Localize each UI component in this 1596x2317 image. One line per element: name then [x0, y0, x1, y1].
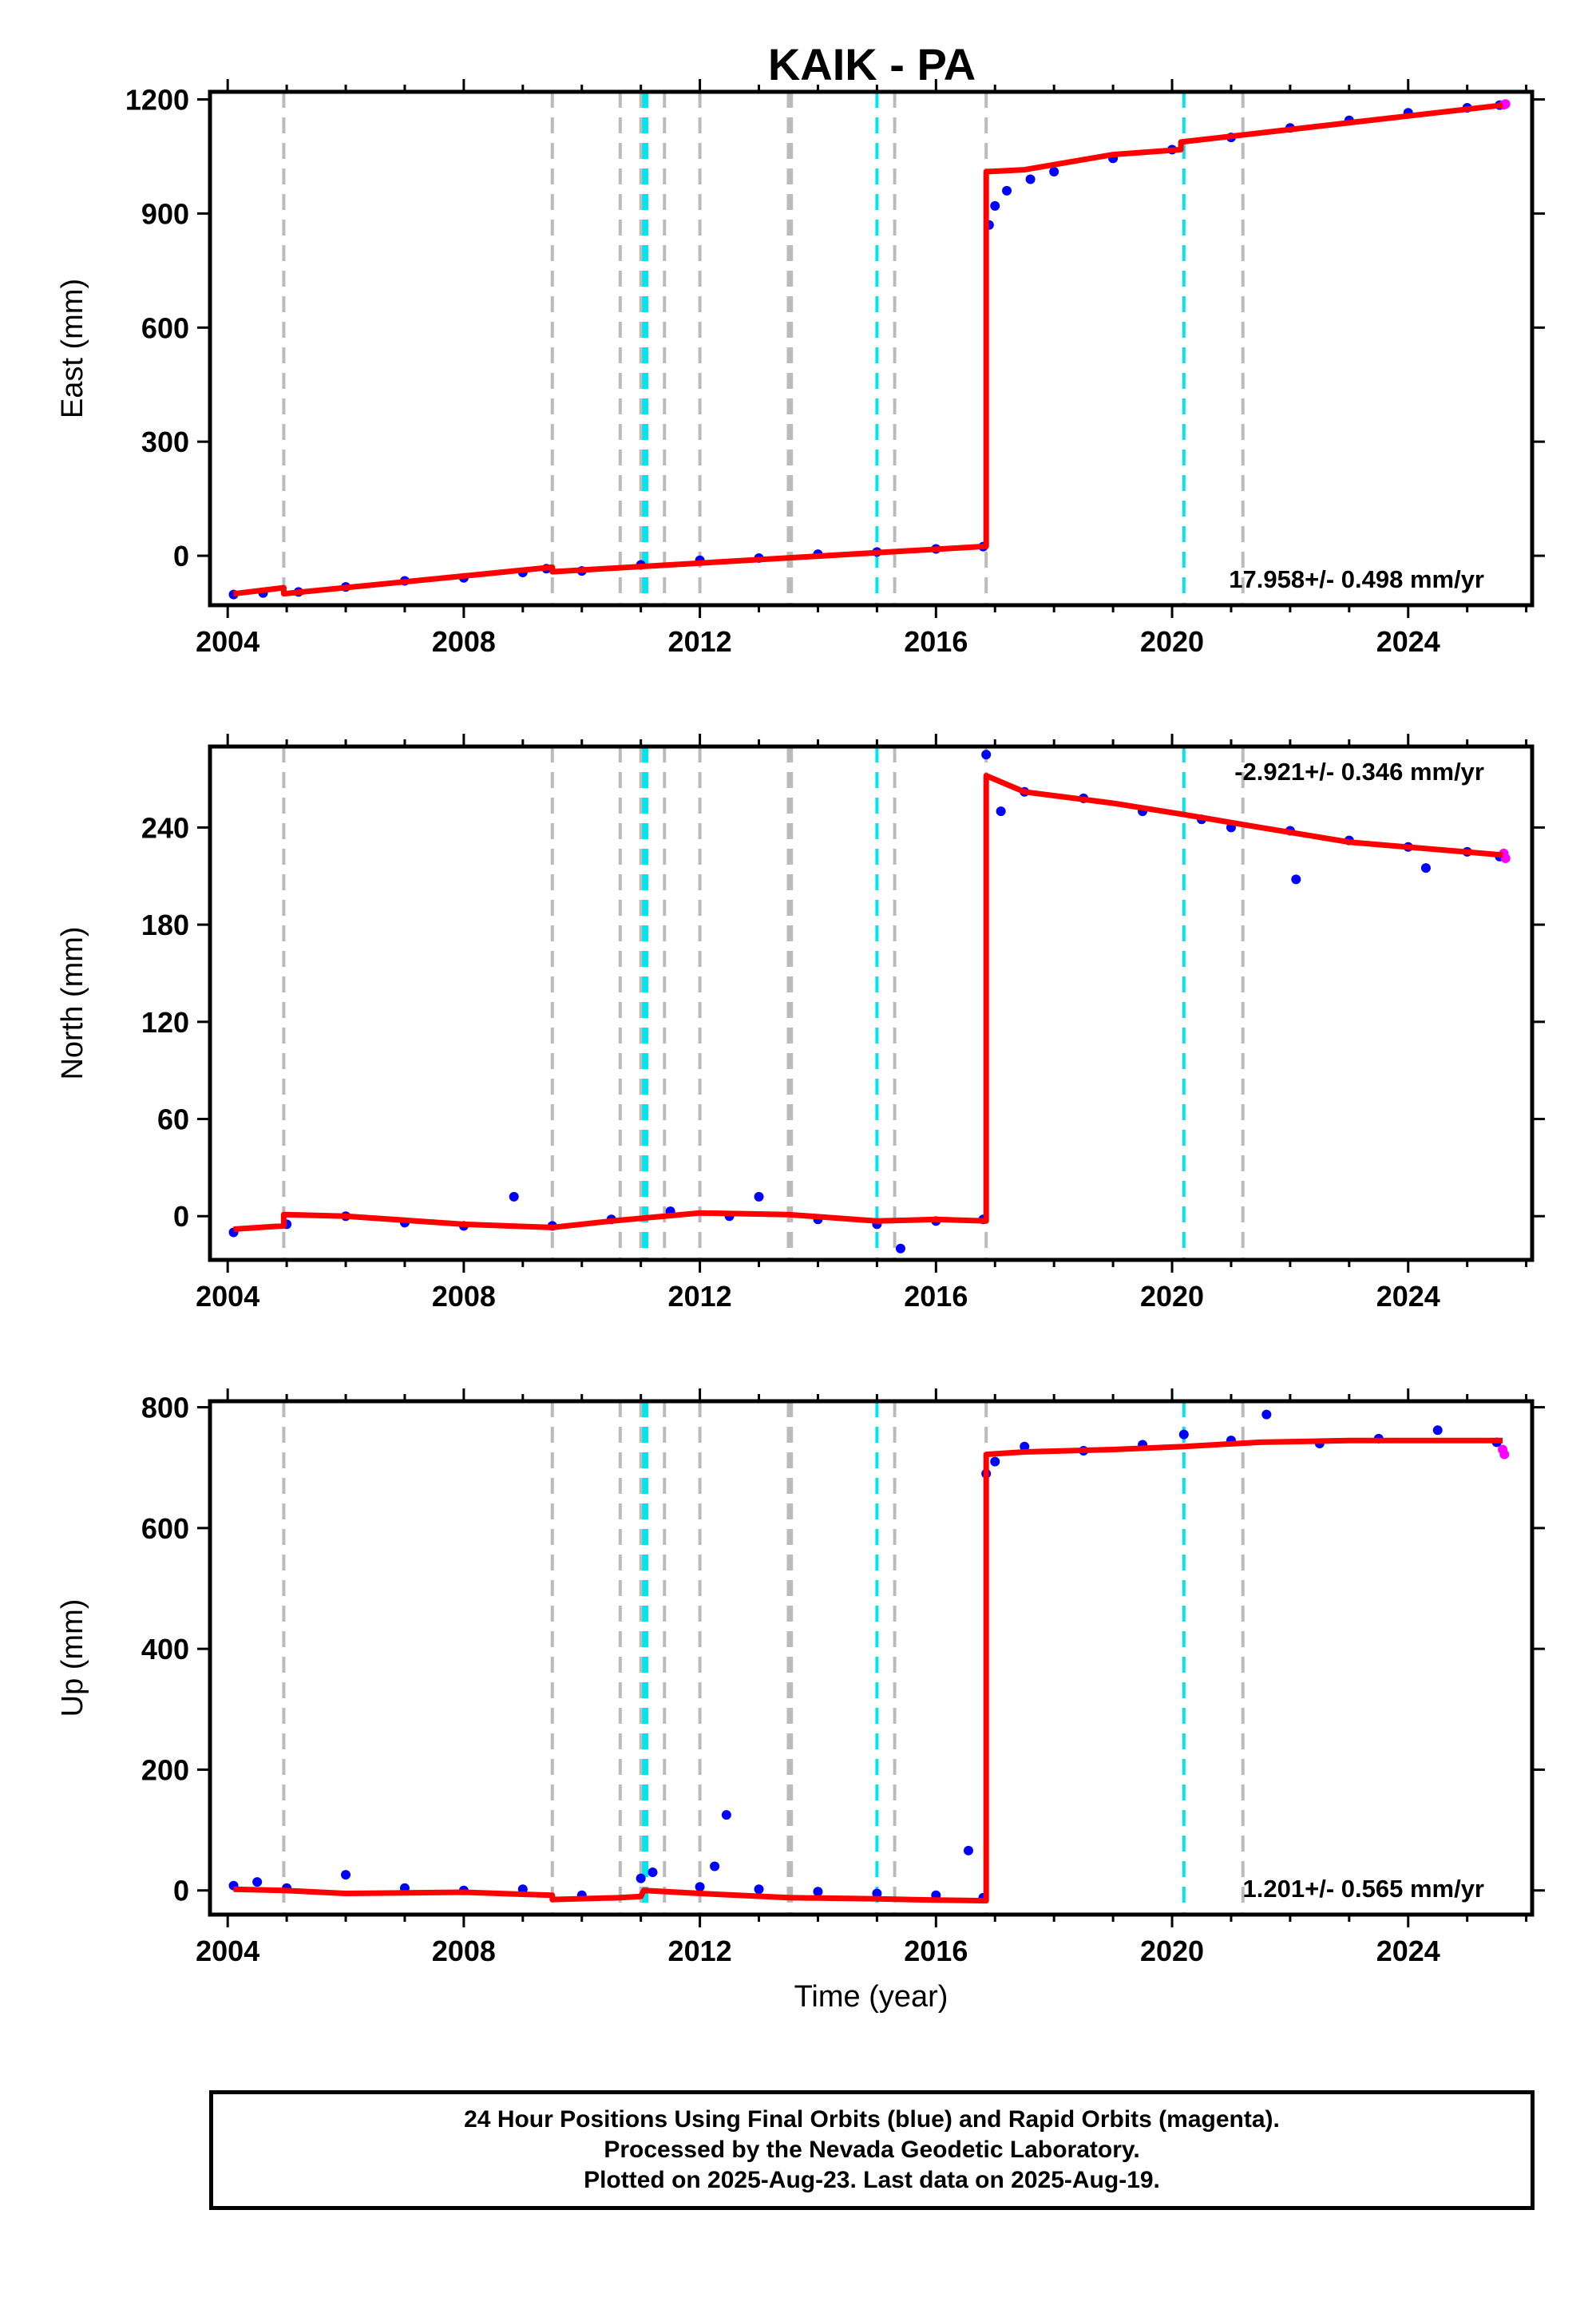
x-tick-label: 2020 — [1140, 1935, 1204, 1967]
final-orbit-point — [754, 1884, 764, 1895]
caption-line: Plotted on 2025-Aug-23. Last data on 202… — [584, 2167, 1160, 2193]
model-fit-line — [233, 102, 1503, 597]
x-tick-label: 2020 — [1140, 1280, 1204, 1313]
final-orbit-point — [341, 1870, 351, 1880]
caption-line: Processed by the Nevada Geodetic Laborat… — [604, 2137, 1140, 2163]
y-tick-label: 0 — [173, 1875, 189, 1907]
final-orbit-point — [648, 1867, 658, 1878]
final-orbit-point — [636, 1873, 646, 1883]
final-orbit-point — [721, 1810, 731, 1820]
x-tick-label: 2012 — [668, 1935, 732, 1967]
east-plot-area — [228, 92, 1511, 605]
final-orbit-point — [1025, 174, 1036, 184]
final-orbit-point — [981, 750, 992, 760]
x-tick-label: 2004 — [196, 1280, 259, 1313]
final-orbit-point — [754, 1191, 764, 1202]
y-tick-label: 600 — [141, 311, 189, 344]
y-tick-label: 800 — [141, 1392, 189, 1424]
north-panel: 2004 2008 2012 2016 2020 2024 0 60 120 180 240 Nort… — [56, 734, 1545, 1313]
y-tick-label: 0 — [173, 540, 189, 572]
x-tick-label: 2004 — [196, 1935, 259, 1967]
y-tick-label: 120 — [141, 1006, 189, 1039]
x-tick-label: 2004 — [196, 625, 259, 658]
east-axis-label: East (mm) — [56, 279, 89, 418]
x-tick-label: 2008 — [432, 1935, 496, 1967]
y-tick-label: 0 — [173, 1200, 189, 1233]
x-tick-label: 2012 — [668, 1280, 732, 1313]
final-orbit-point — [252, 1877, 263, 1887]
final-orbit-point — [1002, 185, 1012, 196]
x-tick-label: 2016 — [904, 1280, 968, 1313]
final-orbit-point — [1420, 863, 1431, 873]
y-tick-label: 1200 — [125, 84, 189, 117]
y-tick-label: 600 — [141, 1512, 189, 1545]
y-tick-label: 240 — [141, 811, 189, 844]
x-tick-label: 2008 — [432, 1280, 496, 1313]
north-axis-label: North (mm) — [56, 926, 89, 1079]
rapid-orbit-point — [1499, 1449, 1510, 1460]
x-tick-label: 2024 — [1376, 625, 1440, 658]
caption-line: 24 Hour Positions Using Final Orbits (bl… — [464, 2106, 1280, 2133]
final-orbit-point — [813, 1887, 823, 1897]
final-orbit-point — [1049, 167, 1059, 177]
up-plot-area — [228, 1401, 1510, 1915]
x-tick-label: 2008 — [432, 625, 496, 658]
x-tick-label: 2020 — [1140, 625, 1204, 658]
final-orbit-point — [1178, 1429, 1189, 1440]
up-axis-label: Up (mm) — [56, 1599, 89, 1717]
final-orbit-point — [509, 1191, 519, 1202]
x-tick-label: 2024 — [1376, 1280, 1440, 1313]
x-tick-label: 2016 — [904, 625, 968, 658]
x-tick-label: 2012 — [668, 625, 732, 658]
up-velocity-annotation: 1.201+/- 0.565 mm/yr — [1243, 1875, 1484, 1903]
up-plot-frame — [208, 1399, 1535, 1917]
final-orbit-point — [990, 1456, 1000, 1467]
x-axis-label: Time (year) — [794, 1980, 948, 2014]
final-orbit-point — [1291, 874, 1301, 885]
final-orbit-point — [1261, 1409, 1272, 1420]
final-orbit-point — [872, 1888, 882, 1899]
y-tick-label: 200 — [141, 1753, 189, 1786]
east-panel: 2004 2008 2012 2016 2020 2024 0 300 600 900 1200 Ea… — [56, 79, 1545, 658]
rapid-orbit-point — [1500, 853, 1511, 863]
y-tick-label: 400 — [141, 1633, 189, 1665]
model-fit-line — [233, 773, 1503, 1232]
final-orbit-point — [1020, 1441, 1030, 1452]
east-plot-frame — [208, 89, 1535, 608]
y-tick-label: 60 — [157, 1103, 189, 1136]
final-orbit-point — [1432, 1425, 1443, 1436]
up-panel: 2004 2008 2012 2016 2020 2024 0 200 400 600 800 Up … — [56, 1388, 1545, 2014]
north-velocity-annotation: -2.921+/- 0.346 mm/yr — [1234, 758, 1484, 786]
final-orbit-point — [695, 1882, 705, 1892]
x-tick-label: 2016 — [904, 1935, 968, 1967]
north-plot-frame — [208, 744, 1535, 1262]
final-orbit-point — [990, 200, 1000, 211]
caption-box: 24 Hour Positions Using Final Orbits (bl… — [209, 2090, 1535, 2210]
final-orbit-point — [996, 806, 1006, 817]
rapid-orbit-point — [1500, 99, 1511, 109]
model-fit-line — [233, 1437, 1503, 1904]
final-orbit-point — [895, 1243, 905, 1254]
final-orbit-point — [710, 1861, 720, 1871]
y-tick-label: 900 — [141, 197, 189, 230]
final-orbit-point — [963, 1845, 973, 1856]
north-plot-area — [228, 747, 1511, 1260]
east-velocity-annotation: 17.958+/- 0.498 mm/yr — [1229, 565, 1484, 593]
y-tick-label: 300 — [141, 426, 189, 458]
y-tick-label: 180 — [141, 909, 189, 941]
x-tick-label: 2024 — [1376, 1935, 1440, 1967]
figure-title: KAIK - PA — [768, 39, 976, 89]
